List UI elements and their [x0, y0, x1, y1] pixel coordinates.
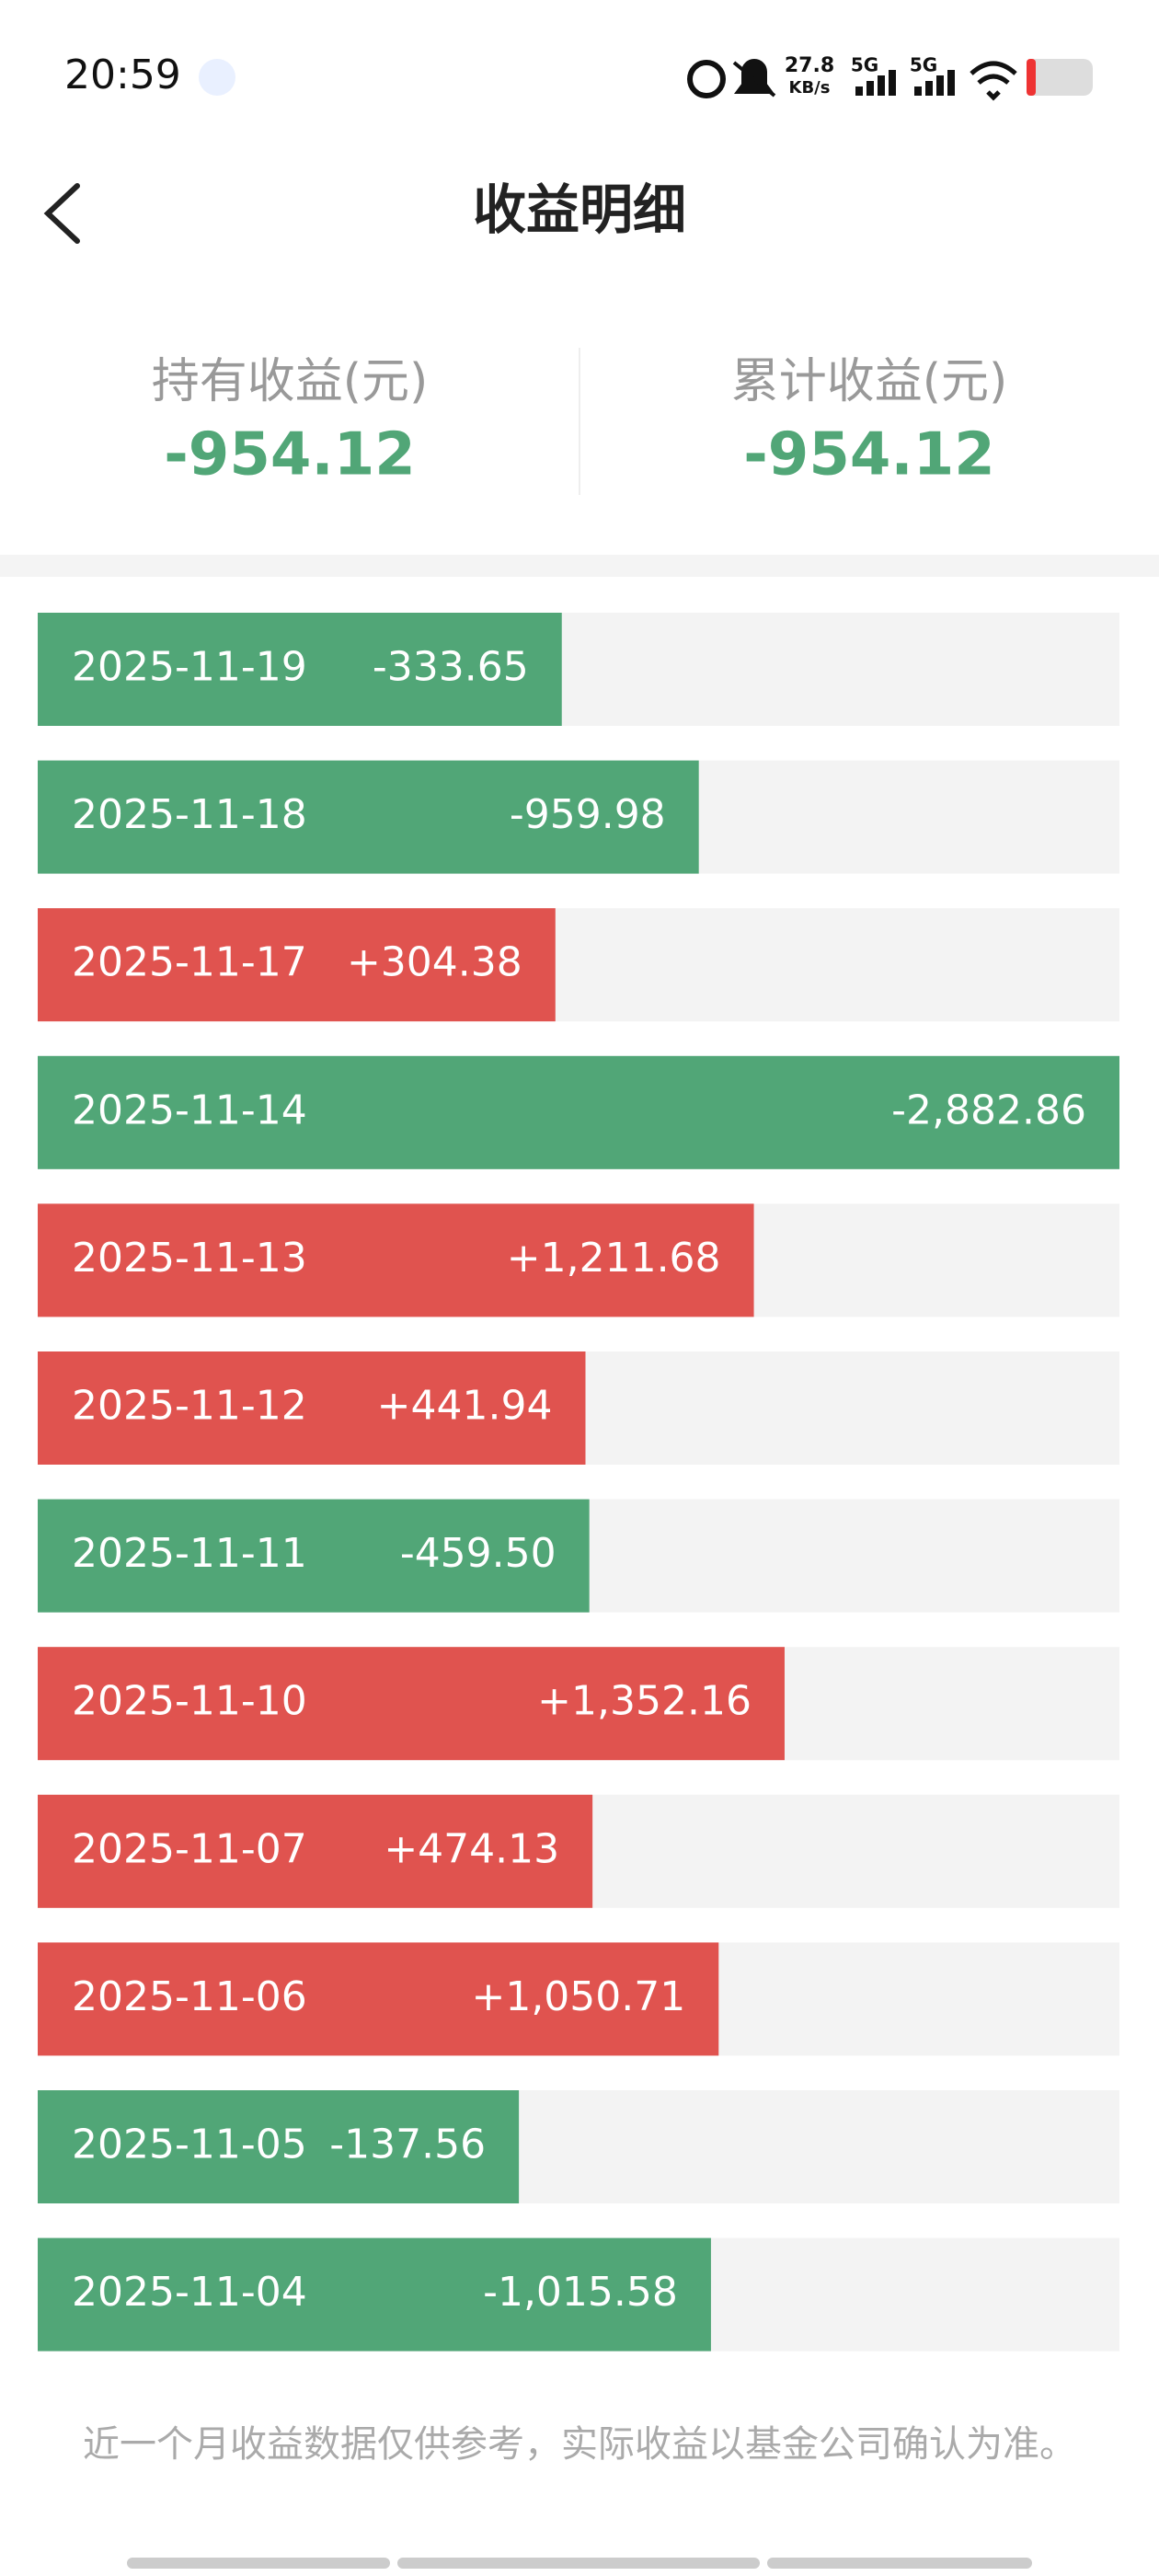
row-value: -333.65	[373, 644, 529, 691]
scroll-indicator	[127, 2558, 390, 2569]
section-gap	[0, 555, 1159, 577]
profit-bar	[38, 1203, 754, 1317]
signal-icon	[855, 70, 896, 96]
scroll-indicator	[397, 2558, 760, 2569]
row-date: 2025-11-18	[72, 791, 307, 838]
row-value: -137.56	[329, 2122, 486, 2168]
profit-bar	[38, 1499, 590, 1613]
holding-label: 持有收益(元)	[152, 354, 429, 409]
wifi-icon	[970, 61, 1017, 101]
profit-bar	[38, 1351, 586, 1465]
row-value: -2,882.86	[891, 1087, 1086, 1133]
page-title: 收益明细	[473, 178, 686, 241]
status-time: 20:59	[64, 52, 181, 98]
profit-bar	[38, 760, 699, 874]
profit-bar	[38, 613, 562, 726]
row-date: 2025-11-04	[72, 2269, 307, 2316]
row-value: -1,015.58	[483, 2269, 678, 2316]
signal-label: 5G	[910, 54, 937, 76]
row-list: 2025-11-19 -333.65 2025-11-18 -959.98 2025-1…	[38, 613, 1119, 2352]
profit-bar	[38, 1055, 1119, 1169]
row-date: 2025-11-05	[72, 2122, 307, 2168]
row-date: 2025-11-07	[72, 1825, 307, 1872]
row-value: +1,211.68	[507, 1235, 721, 1282]
row-date: 2025-11-11	[72, 1530, 307, 1577]
row-value: -459.50	[400, 1530, 557, 1577]
profit-bar	[38, 1794, 593, 1908]
cumulative-label: 累计收益(元)	[731, 354, 1008, 409]
alarm-icon	[687, 60, 726, 98]
row-date: 2025-11-19	[72, 644, 307, 691]
app-icon	[199, 59, 235, 96]
row-date: 2025-11-12	[72, 1383, 307, 1430]
row-date: 2025-11-10	[72, 1678, 307, 1725]
back-button[interactable]	[43, 183, 80, 244]
profit-bar	[38, 1942, 719, 2056]
net-unit: KB/s	[789, 78, 831, 98]
net-speed: 27.8	[785, 54, 834, 77]
battery-icon	[1027, 59, 1093, 96]
profit-bar	[38, 908, 556, 1022]
row-date: 2025-11-06	[72, 1973, 307, 2020]
signal-icon	[914, 70, 955, 96]
row-date: 2025-11-13	[72, 1235, 307, 1282]
profit-bar	[38, 2237, 711, 2352]
row-value: +441.94	[377, 1383, 553, 1430]
signal-label: 5G	[851, 54, 878, 76]
row-value: +474.13	[384, 1825, 559, 1872]
profit-bar	[38, 2090, 520, 2203]
row-date: 2025-11-17	[72, 939, 307, 986]
holding-value: -954.12	[164, 421, 416, 489]
scroll-indicator	[767, 2558, 1032, 2569]
row-value: +1,352.16	[537, 1678, 752, 1725]
row-value: -959.98	[510, 791, 666, 838]
footer-note: 近一个月收益数据仅供参考，实际收益以基金公司确认为准。	[83, 2423, 1076, 2466]
cumulative-value: -954.12	[743, 421, 995, 489]
mute-icon	[732, 59, 776, 98]
battery-level	[1027, 59, 1036, 96]
row-value: +304.38	[347, 939, 522, 986]
row-date: 2025-11-14	[72, 1087, 307, 1133]
profit-bar	[38, 1647, 785, 1761]
row-value: +1,050.71	[471, 1973, 685, 2020]
